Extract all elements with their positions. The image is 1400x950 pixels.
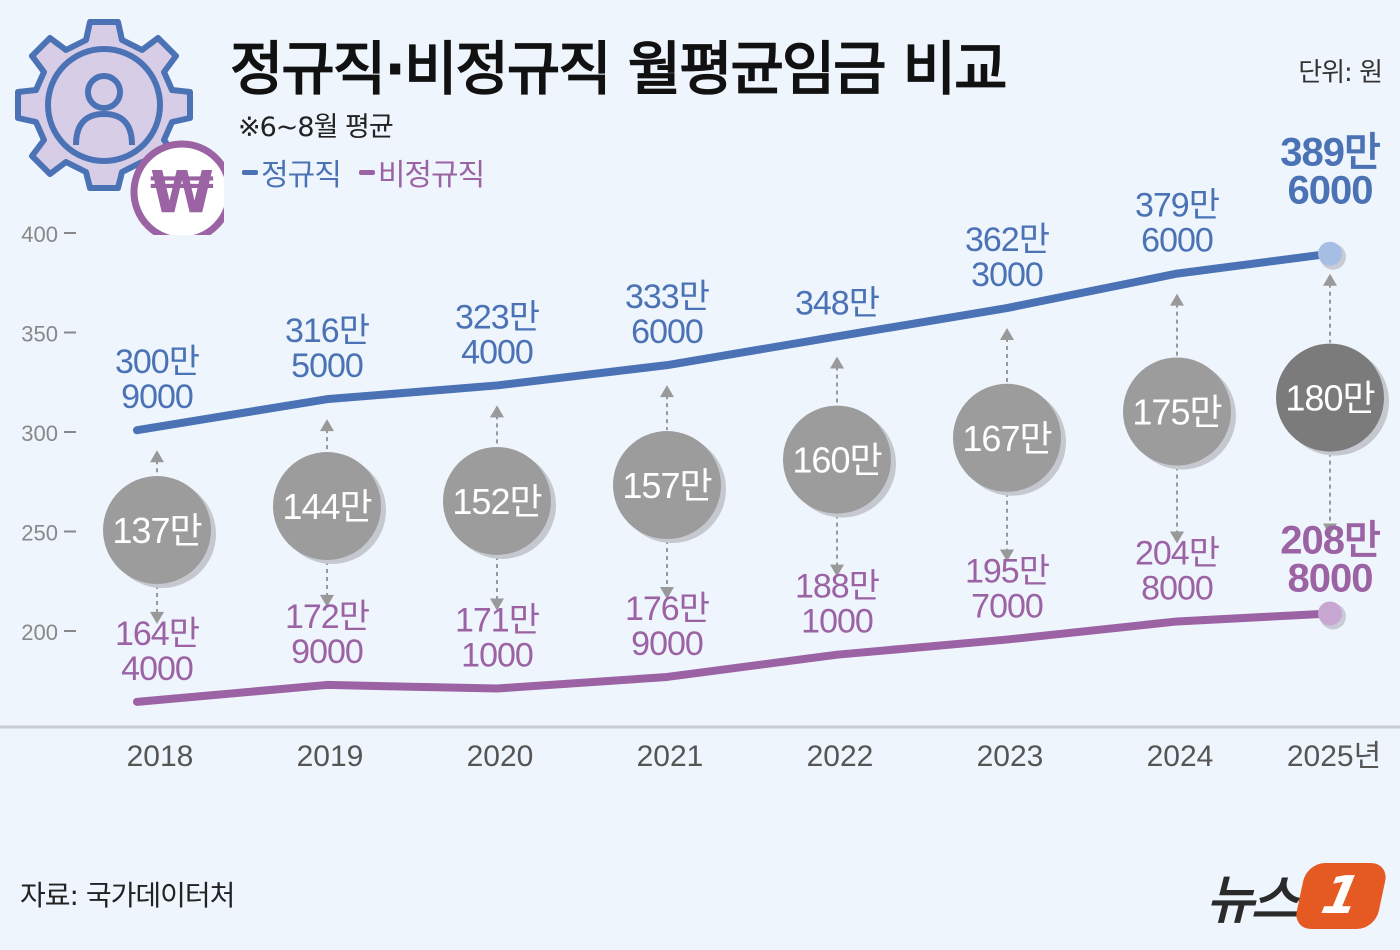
data-label-nonregular: 195만 <box>965 553 1050 591</box>
gap-label: 167만 <box>962 418 1051 459</box>
data-label-nonregular: 188만 <box>795 568 880 606</box>
data-label-regular: 3000 <box>971 256 1043 294</box>
x-tick-label: 2022 <box>807 740 874 773</box>
x-tick-label: 2019 <box>297 740 364 773</box>
legend-swatch-regular <box>242 169 258 175</box>
data-label-regular: 316만 <box>285 312 370 350</box>
arrow-down-icon <box>320 594 334 607</box>
logo-text: 뉴스 <box>1206 871 1299 931</box>
gap-circle <box>443 446 551 555</box>
gear-person-won-icon: ₩ <box>15 19 224 235</box>
arrow-down-icon <box>490 598 504 611</box>
legend-item-regular: 정규직 <box>242 150 342 194</box>
arrow-down-icon <box>1323 523 1337 536</box>
data-label-regular: 323만 <box>455 298 540 336</box>
chart-title: 정규직·비정규직 월평균임금 비교 <box>230 35 1007 103</box>
chart-note: ※6~8월 평균 <box>238 112 394 143</box>
news1-logo: 뉴스 1 <box>1206 858 1390 933</box>
data-label-regular: 6000 <box>1141 222 1213 260</box>
arrow-down-icon <box>830 564 844 577</box>
gap-circle <box>783 405 891 514</box>
y-tick-label: 400 <box>21 222 58 247</box>
data-label-nonregular: 164만 <box>115 615 200 653</box>
arrow-up-icon <box>150 450 164 463</box>
data-label-regular: 5000 <box>291 347 363 385</box>
logo-mark: 1 <box>1292 862 1390 929</box>
y-tick-label: 250 <box>21 521 58 546</box>
arrow-up-icon <box>1170 293 1184 306</box>
gap-label: 137만 <box>112 510 201 551</box>
arrow-up-icon <box>1000 328 1014 341</box>
arrow-down-icon <box>150 611 164 624</box>
data-label-regular: 362만 <box>965 221 1050 259</box>
data-label-nonregular: 4000 <box>121 650 193 688</box>
svg-text:₩: ₩ <box>150 158 214 226</box>
arrow-up-icon <box>320 419 334 432</box>
legend-swatch-nonregular <box>358 169 375 175</box>
data-label-nonregular: 1000 <box>461 637 533 675</box>
arrow-down-icon <box>660 586 674 599</box>
gap-label: 160만 <box>792 440 881 481</box>
x-tick-label: 2018 <box>127 740 194 773</box>
x-tick-label: 2023 <box>977 740 1044 773</box>
x-tick-label: 2024 <box>1147 740 1214 773</box>
data-label-nonregular: 172만 <box>285 598 370 636</box>
gap-label: 157만 <box>622 465 711 506</box>
data-label-nonregular: 7000 <box>971 588 1043 626</box>
data-label-nonregular: 1000 <box>801 603 873 641</box>
data-label-regular: 9000 <box>121 378 193 416</box>
data-label-regular: 348만 <box>795 284 880 322</box>
y-tick-label: 350 <box>21 322 58 347</box>
legend-label-regular: 정규직 <box>261 158 342 193</box>
data-label-regular: 333만 <box>625 278 710 316</box>
x-tick-label: 2021 <box>637 740 704 773</box>
source-label: 자료: 국가데이터처 <box>20 879 235 912</box>
unit-label: 단위: 원 <box>1298 58 1383 88</box>
gap-circle <box>103 476 211 585</box>
data-label-regular: 379만 <box>1135 187 1220 225</box>
data-label-nonregular: 204만 <box>1135 534 1220 572</box>
legend: 정규직 비정규직 <box>242 150 485 194</box>
y-tick-label: 300 <box>21 421 58 446</box>
series-line-regular <box>133 249 1334 435</box>
data-label-regular: 300만 <box>115 343 200 381</box>
data-label-nonregular: 208만 <box>1280 518 1381 562</box>
data-label-nonregular: 176만 <box>625 590 710 628</box>
arrow-up-icon <box>830 356 844 369</box>
x-tick-label: 2025년 <box>1287 740 1381 773</box>
legend-label-nonregular: 비정규직 <box>377 158 485 193</box>
data-label-nonregular: 9000 <box>291 633 363 671</box>
data-label-regular: 4000 <box>461 333 533 371</box>
end-point-marker <box>1318 241 1342 266</box>
gap-circle <box>953 383 1061 492</box>
data-label-nonregular: 9000 <box>631 625 703 663</box>
gap-label: 180만 <box>1285 378 1374 419</box>
end-point-marker <box>1318 601 1342 626</box>
legend-item-nonregular: 비정규직 <box>358 150 485 194</box>
data-label-nonregular: 8000 <box>1141 569 1213 607</box>
data-label-regular: 6000 <box>1288 169 1373 213</box>
gap-label: 152만 <box>452 481 541 522</box>
data-label-regular: 6000 <box>631 313 703 351</box>
gap-circle <box>273 452 381 561</box>
data-label-nonregular: 171만 <box>455 602 540 640</box>
arrow-up-icon <box>660 385 674 398</box>
data-label-regular: 389만 <box>1280 131 1381 175</box>
gap-circle <box>613 431 721 540</box>
arrow-up-icon <box>1323 273 1337 286</box>
gap-label: 144만 <box>282 486 371 527</box>
gap-circle <box>1123 357 1231 466</box>
series-line-nonregular <box>133 609 1334 706</box>
arrow-up-icon <box>490 405 504 418</box>
x-tick-label: 2020 <box>467 740 534 773</box>
gap-label: 175만 <box>1132 392 1221 433</box>
y-tick-label: 200 <box>21 620 58 645</box>
arrow-down-icon <box>1000 549 1014 562</box>
arrow-down-icon <box>1170 531 1184 544</box>
data-label-nonregular: 8000 <box>1288 556 1373 600</box>
gap-circle <box>1276 343 1384 452</box>
